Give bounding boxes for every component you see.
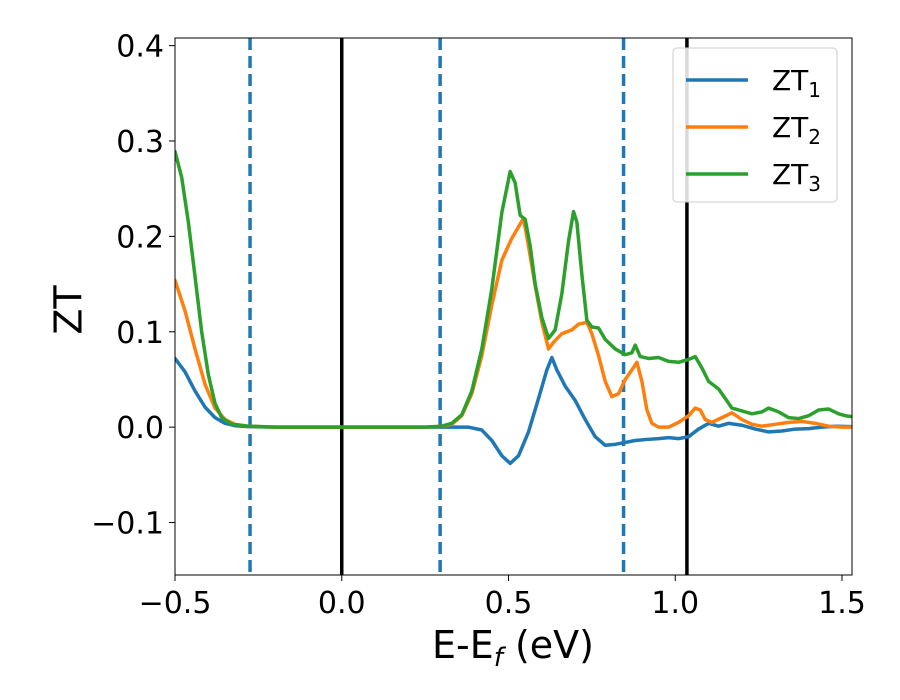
series-lines xyxy=(175,149,852,466)
x-tick-label: 0.5 xyxy=(485,586,533,621)
x-tick-label: 1.5 xyxy=(818,586,866,621)
y-tick-label: 0.0 xyxy=(116,411,164,446)
series-line-zt2 xyxy=(175,216,852,429)
y-tick-label: 0.3 xyxy=(116,125,164,160)
x-axis-ticks: −0.5 0.0 0.5 1.0 1.5 xyxy=(139,575,866,621)
legend-label-zt3: ZT3 xyxy=(772,158,821,196)
y-tick-label: 0.1 xyxy=(116,316,164,351)
x-axis-label: E-Ef (eV) xyxy=(432,623,594,673)
x-tick-label: 0.0 xyxy=(318,586,366,621)
y-axis-label: ZT xyxy=(46,285,90,335)
legend-label-zt1: ZT1 xyxy=(772,64,821,102)
plot-frame xyxy=(174,37,853,576)
legend-box xyxy=(672,47,838,203)
reference-vlines xyxy=(248,38,689,575)
x-tick-label: −0.5 xyxy=(139,586,212,621)
series-line-zt1 xyxy=(175,355,852,466)
y-tick-label: 0.4 xyxy=(116,30,164,65)
x-tick-label: 1.0 xyxy=(651,586,699,621)
legend-label-zt2: ZT2 xyxy=(772,111,821,149)
y-axis-ticks: −0.1 0.0 0.1 0.2 0.3 0.4 xyxy=(91,30,175,542)
legend: ZT1 ZT2 ZT3 xyxy=(672,47,838,203)
y-tick-label: 0.2 xyxy=(116,220,164,255)
series-line-zt3 xyxy=(175,149,852,429)
y-tick-label: −0.1 xyxy=(91,507,164,542)
